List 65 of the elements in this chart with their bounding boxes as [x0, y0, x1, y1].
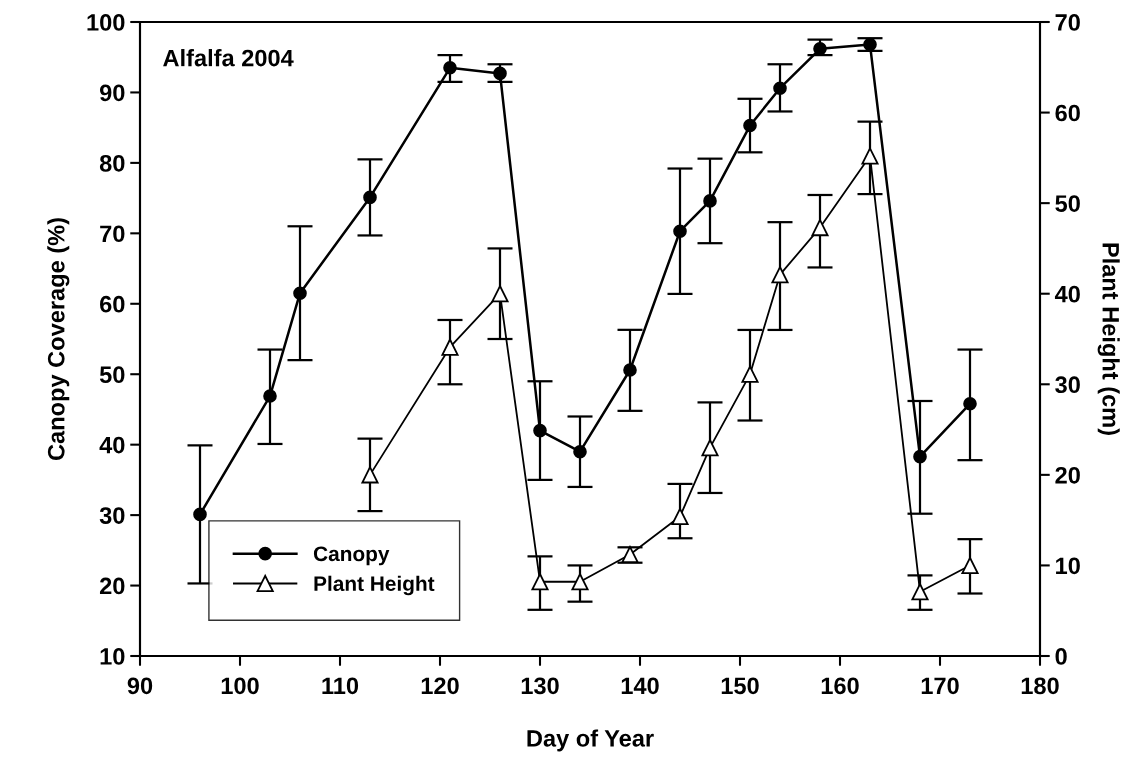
point — [363, 190, 377, 205]
x-tick-label: 120 — [421, 677, 459, 695]
y-tick-label: 60 — [100, 295, 125, 313]
point — [861, 147, 879, 165]
x-tick-label: 160 — [821, 677, 859, 695]
point — [863, 37, 877, 52]
point — [441, 338, 459, 356]
y2-tick-label: 40 — [1054, 285, 1080, 303]
x-tick-label: 130 — [521, 677, 559, 695]
annotation: Alfalfa 2004 — [163, 49, 294, 67]
point — [963, 397, 977, 411]
point — [573, 444, 587, 459]
point — [913, 449, 927, 464]
point — [673, 224, 687, 239]
y-axis-title: Canopy Coverage (%) — [47, 218, 70, 461]
point — [671, 507, 689, 526]
y-tick-label: 20 — [99, 577, 125, 595]
legend-label: Plant Height — [314, 575, 435, 596]
point — [961, 556, 979, 574]
point — [741, 365, 759, 383]
point — [621, 546, 639, 564]
point — [443, 60, 457, 75]
point — [491, 285, 509, 303]
x-axis-title: Day of Year — [527, 729, 654, 752]
x-tick-label: 100 — [221, 677, 259, 695]
y-tick-label: 80 — [99, 154, 125, 172]
point — [911, 583, 929, 601]
x-tick-label: 140 — [621, 677, 659, 695]
point — [493, 66, 507, 81]
y2-tick-label: 20 — [1055, 466, 1080, 484]
point — [811, 219, 829, 237]
point — [531, 573, 549, 591]
point — [533, 423, 547, 438]
x-tick-label: 110 — [322, 677, 359, 695]
x-tick-label: 170 — [921, 677, 959, 695]
y2-axis-title: Plant Height (cm) — [1097, 243, 1120, 435]
x-tick-label: 90 — [127, 677, 153, 695]
point — [571, 573, 589, 591]
y-tick-label: 10 — [100, 648, 125, 665]
point — [771, 266, 789, 284]
point — [703, 194, 717, 208]
y-tick-label: 100 — [87, 14, 125, 31]
point — [263, 389, 277, 403]
y-tick-label: 50 — [99, 366, 125, 384]
point — [623, 363, 637, 377]
y2-tick-label: 30 — [1055, 376, 1080, 394]
y2-tick-label: 70 — [1055, 14, 1080, 31]
y2-tick-label: 60 — [1055, 104, 1080, 122]
point — [193, 507, 207, 522]
point — [293, 286, 307, 301]
point — [361, 466, 379, 484]
y-tick-label: 30 — [99, 507, 125, 524]
point — [743, 118, 757, 133]
point — [701, 439, 719, 457]
point — [773, 81, 787, 96]
point — [813, 41, 827, 56]
y-tick-label: 40 — [99, 436, 125, 454]
y2-tick-label: 0 — [1055, 648, 1067, 665]
y-tick-label: 90 — [99, 84, 125, 102]
x-tick-label: 180 — [1021, 677, 1059, 695]
y-tick-label: 70 — [100, 225, 125, 243]
y2-tick-label: 10 — [1056, 557, 1080, 575]
y2-tick-label: 50 — [1055, 195, 1080, 212]
legend-label: Canopy — [313, 546, 390, 566]
x-tick-label: 150 — [721, 677, 759, 695]
